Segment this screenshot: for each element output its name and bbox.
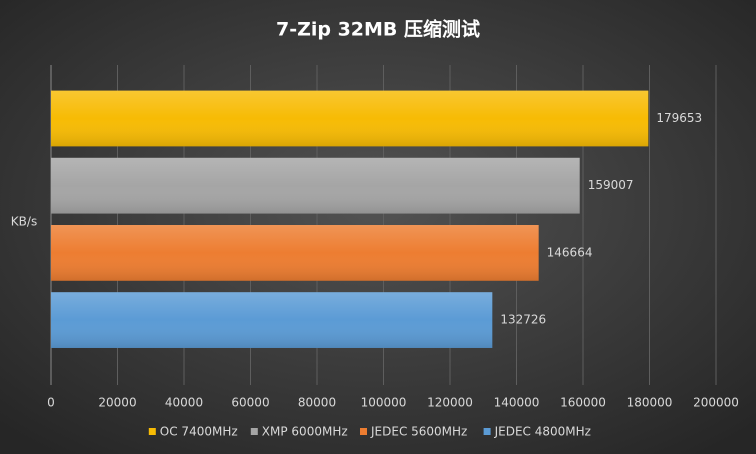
x-tick-label: 60000 <box>231 396 269 410</box>
legend-label: JEDEC 5600MHz <box>370 425 467 439</box>
data-label: 132726 <box>500 313 546 327</box>
legend-swatch <box>483 428 491 435</box>
chart-title: 7-Zip 32MB 压缩测试 <box>276 18 480 41</box>
x-tick-label: 40000 <box>165 396 203 410</box>
x-tick-label: 200000 <box>693 396 739 410</box>
y-axis-label: KB/s <box>11 215 37 229</box>
x-tick-label: 120000 <box>427 396 473 410</box>
x-tick-label: 0 <box>47 396 55 410</box>
x-tick-label: 140000 <box>494 396 540 410</box>
legend-label: JEDEC 4800MHz <box>494 425 591 439</box>
x-tick-label: 100000 <box>361 396 407 410</box>
data-label: 179653 <box>656 111 702 125</box>
bar-shine <box>51 292 493 348</box>
legend-swatch <box>148 428 156 435</box>
legend-label: OC 7400MHz <box>160 425 238 439</box>
legend-swatch <box>250 428 258 435</box>
x-tick-label: 160000 <box>560 396 606 410</box>
x-tick-label: 80000 <box>298 396 336 410</box>
legend-swatch <box>360 428 367 435</box>
data-label: 146664 <box>547 245 593 259</box>
legend-label: XMP 6000MHz <box>262 425 348 439</box>
x-tick-label: 180000 <box>627 396 673 410</box>
bar-shine <box>51 225 539 281</box>
data-label: 159007 <box>588 178 634 192</box>
x-tick-label: 20000 <box>98 396 136 410</box>
bar-shine <box>51 157 580 214</box>
bar-shine <box>51 90 649 147</box>
